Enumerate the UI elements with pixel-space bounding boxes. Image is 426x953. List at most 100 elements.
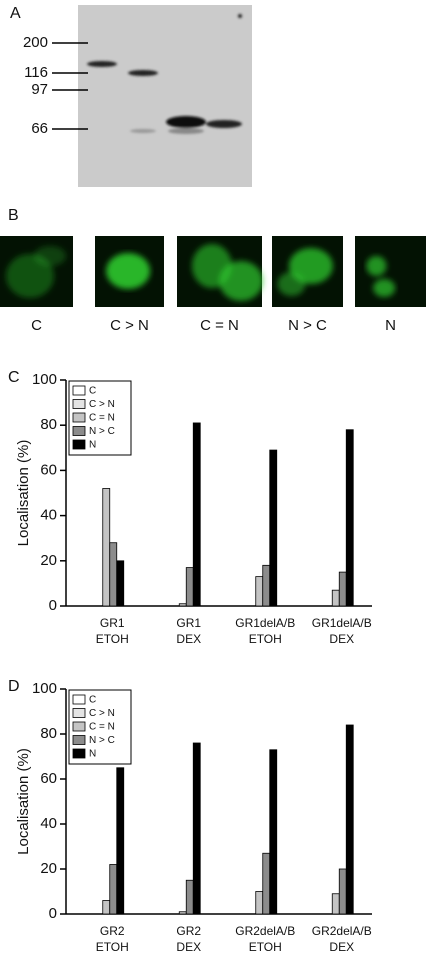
blot-bands [87, 14, 242, 134]
panel-label: C [8, 369, 20, 386]
panel-label: D [8, 678, 20, 695]
y-tick-label: 0 [49, 597, 57, 614]
x-tick-label: ETOH [96, 940, 129, 953]
image-label: N [385, 317, 396, 334]
x-tick-label: DEX [176, 940, 201, 953]
legend-label: C [89, 386, 96, 397]
x-tick-label: ETOH [249, 632, 282, 646]
bar [331, 589, 340, 607]
y-tick-label: 80 [40, 416, 57, 433]
y-axis-label: Localisation (%) [15, 748, 32, 855]
x-tick-label: GR2delA/B [312, 924, 372, 938]
bar [178, 603, 187, 607]
image-label: C = N [200, 317, 239, 334]
legend-label: C > N [89, 399, 115, 410]
legend-label: N [89, 749, 96, 760]
x-tick-label: DEX [329, 632, 354, 646]
x-tick-label: GR1delA/B [235, 616, 295, 630]
image-label: N > C [288, 317, 327, 334]
bar [116, 767, 125, 915]
x-tick-label: ETOH [249, 940, 282, 953]
bar [109, 542, 118, 607]
bar [331, 893, 340, 915]
bar [102, 488, 111, 607]
marker-label: 200 [23, 34, 48, 51]
marker-label: 97 [31, 81, 48, 98]
x-tick-label: GR2 [100, 924, 125, 938]
y-tick-label: 20 [40, 860, 57, 877]
bar [255, 891, 264, 915]
bar [269, 749, 278, 915]
x-tick-label: ETOH [96, 632, 129, 646]
bar [192, 742, 201, 915]
cell [6, 254, 54, 298]
panel-label: B [8, 207, 19, 224]
cell-glow [106, 253, 151, 289]
legend-swatch [72, 426, 86, 436]
bar [185, 879, 194, 915]
legend-swatch [72, 735, 86, 745]
y-tick-label: 40 [40, 815, 57, 832]
y-axis-label: Localisation (%) [15, 440, 32, 547]
legend-label: C = N [89, 722, 115, 733]
bar [338, 868, 347, 915]
legend-swatch [72, 439, 86, 450]
cell [366, 256, 387, 276]
legend-swatch [72, 399, 86, 409]
legend-label: C = N [89, 413, 115, 424]
y-tick-label: 80 [40, 725, 57, 742]
bar [338, 571, 347, 607]
legend-swatch [72, 385, 86, 396]
bar [116, 560, 125, 607]
legend-swatch [72, 708, 86, 718]
y-tick-label: 40 [40, 507, 57, 524]
bar [345, 429, 354, 607]
marker-label: 116 [24, 64, 48, 81]
image-label: C [31, 317, 42, 334]
legend-swatch [72, 694, 86, 705]
legend-swatch [72, 748, 86, 759]
bar [255, 576, 264, 607]
legend-label: N > C [89, 426, 115, 437]
cell-glow [6, 246, 66, 298]
bar [262, 564, 271, 607]
legend-swatch [72, 721, 86, 732]
cell [219, 261, 264, 301]
panel-label: A [10, 5, 21, 22]
y-tick-label: 0 [49, 905, 57, 922]
x-tick-label: GR1delA/B [312, 616, 372, 630]
x-tick-label: DEX [176, 632, 201, 646]
bar [178, 911, 187, 915]
legend-label: N [89, 440, 96, 451]
cell [373, 279, 396, 297]
cell-glow [191, 244, 264, 301]
cell [34, 246, 66, 266]
x-tick-label: GR1 [100, 616, 125, 630]
y-tick-label: 60 [40, 770, 57, 787]
marker-label: 66 [31, 120, 48, 137]
x-tick-label: GR1 [176, 616, 201, 630]
cell-glow [277, 248, 333, 296]
x-tick-label: GR2 [176, 924, 201, 938]
legend-swatch [72, 412, 86, 423]
y-tick-label: 20 [40, 552, 57, 569]
y-tick-label: 60 [40, 461, 57, 478]
bar [345, 724, 354, 915]
cell [106, 253, 151, 289]
x-tick-label: DEX [329, 940, 354, 953]
cell [277, 272, 306, 296]
legend-label: N > C [89, 735, 115, 746]
blot [78, 5, 252, 187]
cell-image [355, 236, 426, 307]
bar [102, 900, 111, 915]
bar [192, 422, 201, 607]
bar [185, 567, 194, 607]
cell-glow [366, 256, 396, 297]
bar [269, 449, 278, 607]
y-tick-label: 100 [32, 680, 57, 697]
y-tick-label: 100 [32, 371, 57, 388]
image-label: C > N [110, 317, 149, 334]
x-tick-label: GR2delA/B [235, 924, 295, 938]
